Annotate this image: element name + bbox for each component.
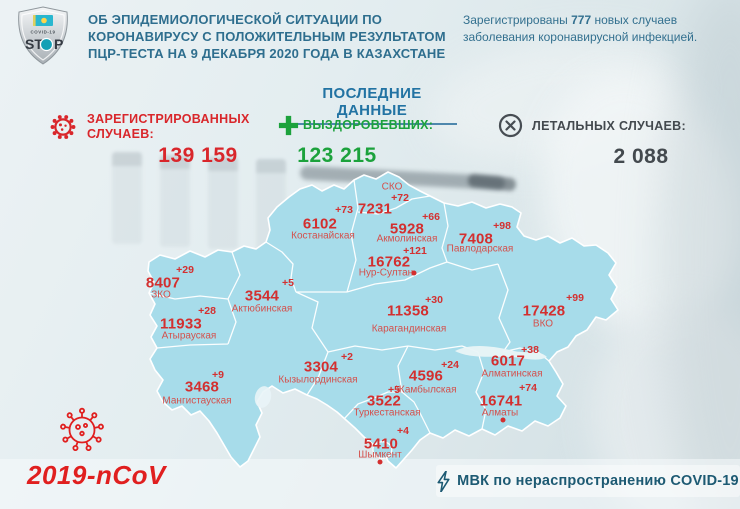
region-delta-mangystau: +9 [212,369,224,381]
recovered-label: ВЫЗДОРОВЕВШИХ: [303,118,434,132]
region-value-kyzylorda: 3304 [303,358,339,376]
region-delta-vko: +99 [566,292,584,304]
region-name-zhambyl: Жамбылская [395,384,457,396]
region-value-turkestan: 3522 [366,392,402,410]
shymkent-enclave [372,441,393,459]
region-delta-kostanay: +73 [335,204,353,216]
covid-stop-logo: COVID-19 ST P [18,6,68,65]
region-name-pavlodar: Павлодарская [446,243,514,255]
region-delta-pavlodar: +98 [493,220,511,232]
note-prefix: Зарегистрированы [463,13,568,27]
logo-covid-text: COVID-19 [30,30,55,35]
title-line-2: КОРОНАВИРУСУ С ПОЛОЖИТЕЛЬНЫМ РЕЗУЛЬТАТОМ [88,29,446,44]
region-delta-atyrau: +28 [198,305,216,317]
region-name-atyrau: Атырауская [161,330,217,342]
region-delta-zko: +29 [176,264,194,276]
note-count: 777 [571,13,592,27]
region-name-almaty: Алматы [481,407,519,419]
region-value-zhambyl: 4596 [408,367,444,385]
title-line-1: ОБ ЭПИДЕМИОЛОГИЧЕСКОЙ СИТУАЦИИ ПО [88,12,383,27]
region-value-vko: 17428 [522,302,566,320]
city-dot-shymkent [377,459,383,465]
region-delta-turkestan: +5 [388,384,400,396]
committee-label: МВК по нераспространению COVID-19 [457,473,739,489]
lightning-bolt-icon [437,470,450,492]
region-value-pavlodar: 7408 [458,230,494,248]
coronavirus-outline-icon [60,407,104,452]
region-value-almaty_obl: 6017 [490,352,526,370]
note-suffix: новых случаев заболевания коронавирусной… [463,13,698,44]
registered-label: ЗАРЕГИСТРИРОВАННЫХ СЛУЧАЕВ: [87,112,250,142]
svg-text:P: P [54,36,63,52]
region-name-almaty_obl: Алматинская [481,368,543,380]
photo-test-tube [208,157,238,249]
registered-label-line1: ЗАРЕГИСТРИРОВАННЫХ [87,112,250,126]
region-name-kyzylorda: Кызылординская [278,374,358,386]
lethal-circle-x-icon [498,113,523,138]
lake-balkhash [455,345,547,360]
region-name-turkestan: Туркестанская [353,407,421,419]
region-delta-zhambyl: +24 [441,359,459,371]
region-value-shymkent: 5410 [363,435,399,453]
country-outline [147,171,619,469]
region-delta-almaty_obl: +38 [521,344,539,356]
plus-icon [278,115,299,136]
region-value-mangystau: 3468 [184,378,220,396]
bottom-light-band [0,459,740,509]
region-name-kostanay: Костанайская [291,230,355,242]
region-delta-akmola: +66 [422,211,440,223]
lethal-label: ЛЕТАЛЬНЫХ СЛУЧАЕВ: [532,119,686,133]
region-borders [148,179,550,434]
committee-banner: МВК по нераспространению COVID-19 [436,465,740,497]
region-value-sko: 7231 [357,200,393,218]
region-name-sko: СКО [381,181,403,193]
page-title: ОБ ЭПИДЕМИОЛОГИЧЕСКОЙ СИТУАЦИИ ПО КОРОНА… [88,11,446,62]
region-name-nursultan: Нур-Султан [358,267,414,279]
virus-name-label: 2019-nCoV [27,460,166,490]
aral-sea [254,386,272,408]
region-name-karaganda: Карагандинская [371,323,447,335]
region-delta-kyzylorda: +2 [341,351,353,363]
logo-o-globe [39,37,54,52]
new-cases-note: Зарегистрированы 777 новых случаев забол… [463,12,725,46]
region-name-aktobe: Актюбинская [231,303,293,315]
region-value-aktobe: 3544 [244,287,280,305]
region-delta-nursultan: +121 [403,245,427,257]
region-name-mangystau: Мангистауская [162,395,232,407]
region-name-akmola: Акмолинская [376,233,438,245]
city-dot-nursultan [411,270,417,276]
region-value-kostanay: 6102 [302,215,338,233]
region-delta-shymkent: +4 [397,425,409,437]
region-delta-sko: +72 [391,192,409,204]
registered-value: 139 159 [158,144,238,167]
city-dot-almaty [500,417,506,423]
region-value-atyrau: 11933 [160,315,202,333]
registered-label-line2: СЛУЧАЕВ: [87,127,154,141]
region-value-karaganda: 11358 [387,302,429,320]
region-delta-karaganda: +30 [425,294,443,306]
region-value-nursultan: 16762 [367,253,411,271]
logo-stop-text: ST [25,36,43,52]
region-delta-almaty: +74 [519,382,537,394]
recovered-value: 123 215 [297,144,377,167]
region-name-vko: ВКО [532,318,554,330]
region-name-zko: ЗКО [151,289,171,301]
region-value-almaty: 16741 [479,392,523,410]
latest-data-title: ПОСЛЕДНИЕ ДАННЫЕ [287,85,457,125]
region-name-shymkent: Шымкент [358,449,402,461]
virus-icon [50,115,76,139]
photo-test-tube [112,152,142,244]
region-delta-aktobe: +5 [282,277,294,289]
photo-test-tube [160,155,190,247]
lethal-value: 2 088 [613,145,669,168]
region-value-akmola: 5928 [389,220,425,238]
region-value-zko: 8407 [145,274,181,292]
title-line-3: ПЦР-ТЕСТА НА 9 ДЕКАБРЯ 2020 ГОДА В КАЗАХ… [88,46,446,61]
